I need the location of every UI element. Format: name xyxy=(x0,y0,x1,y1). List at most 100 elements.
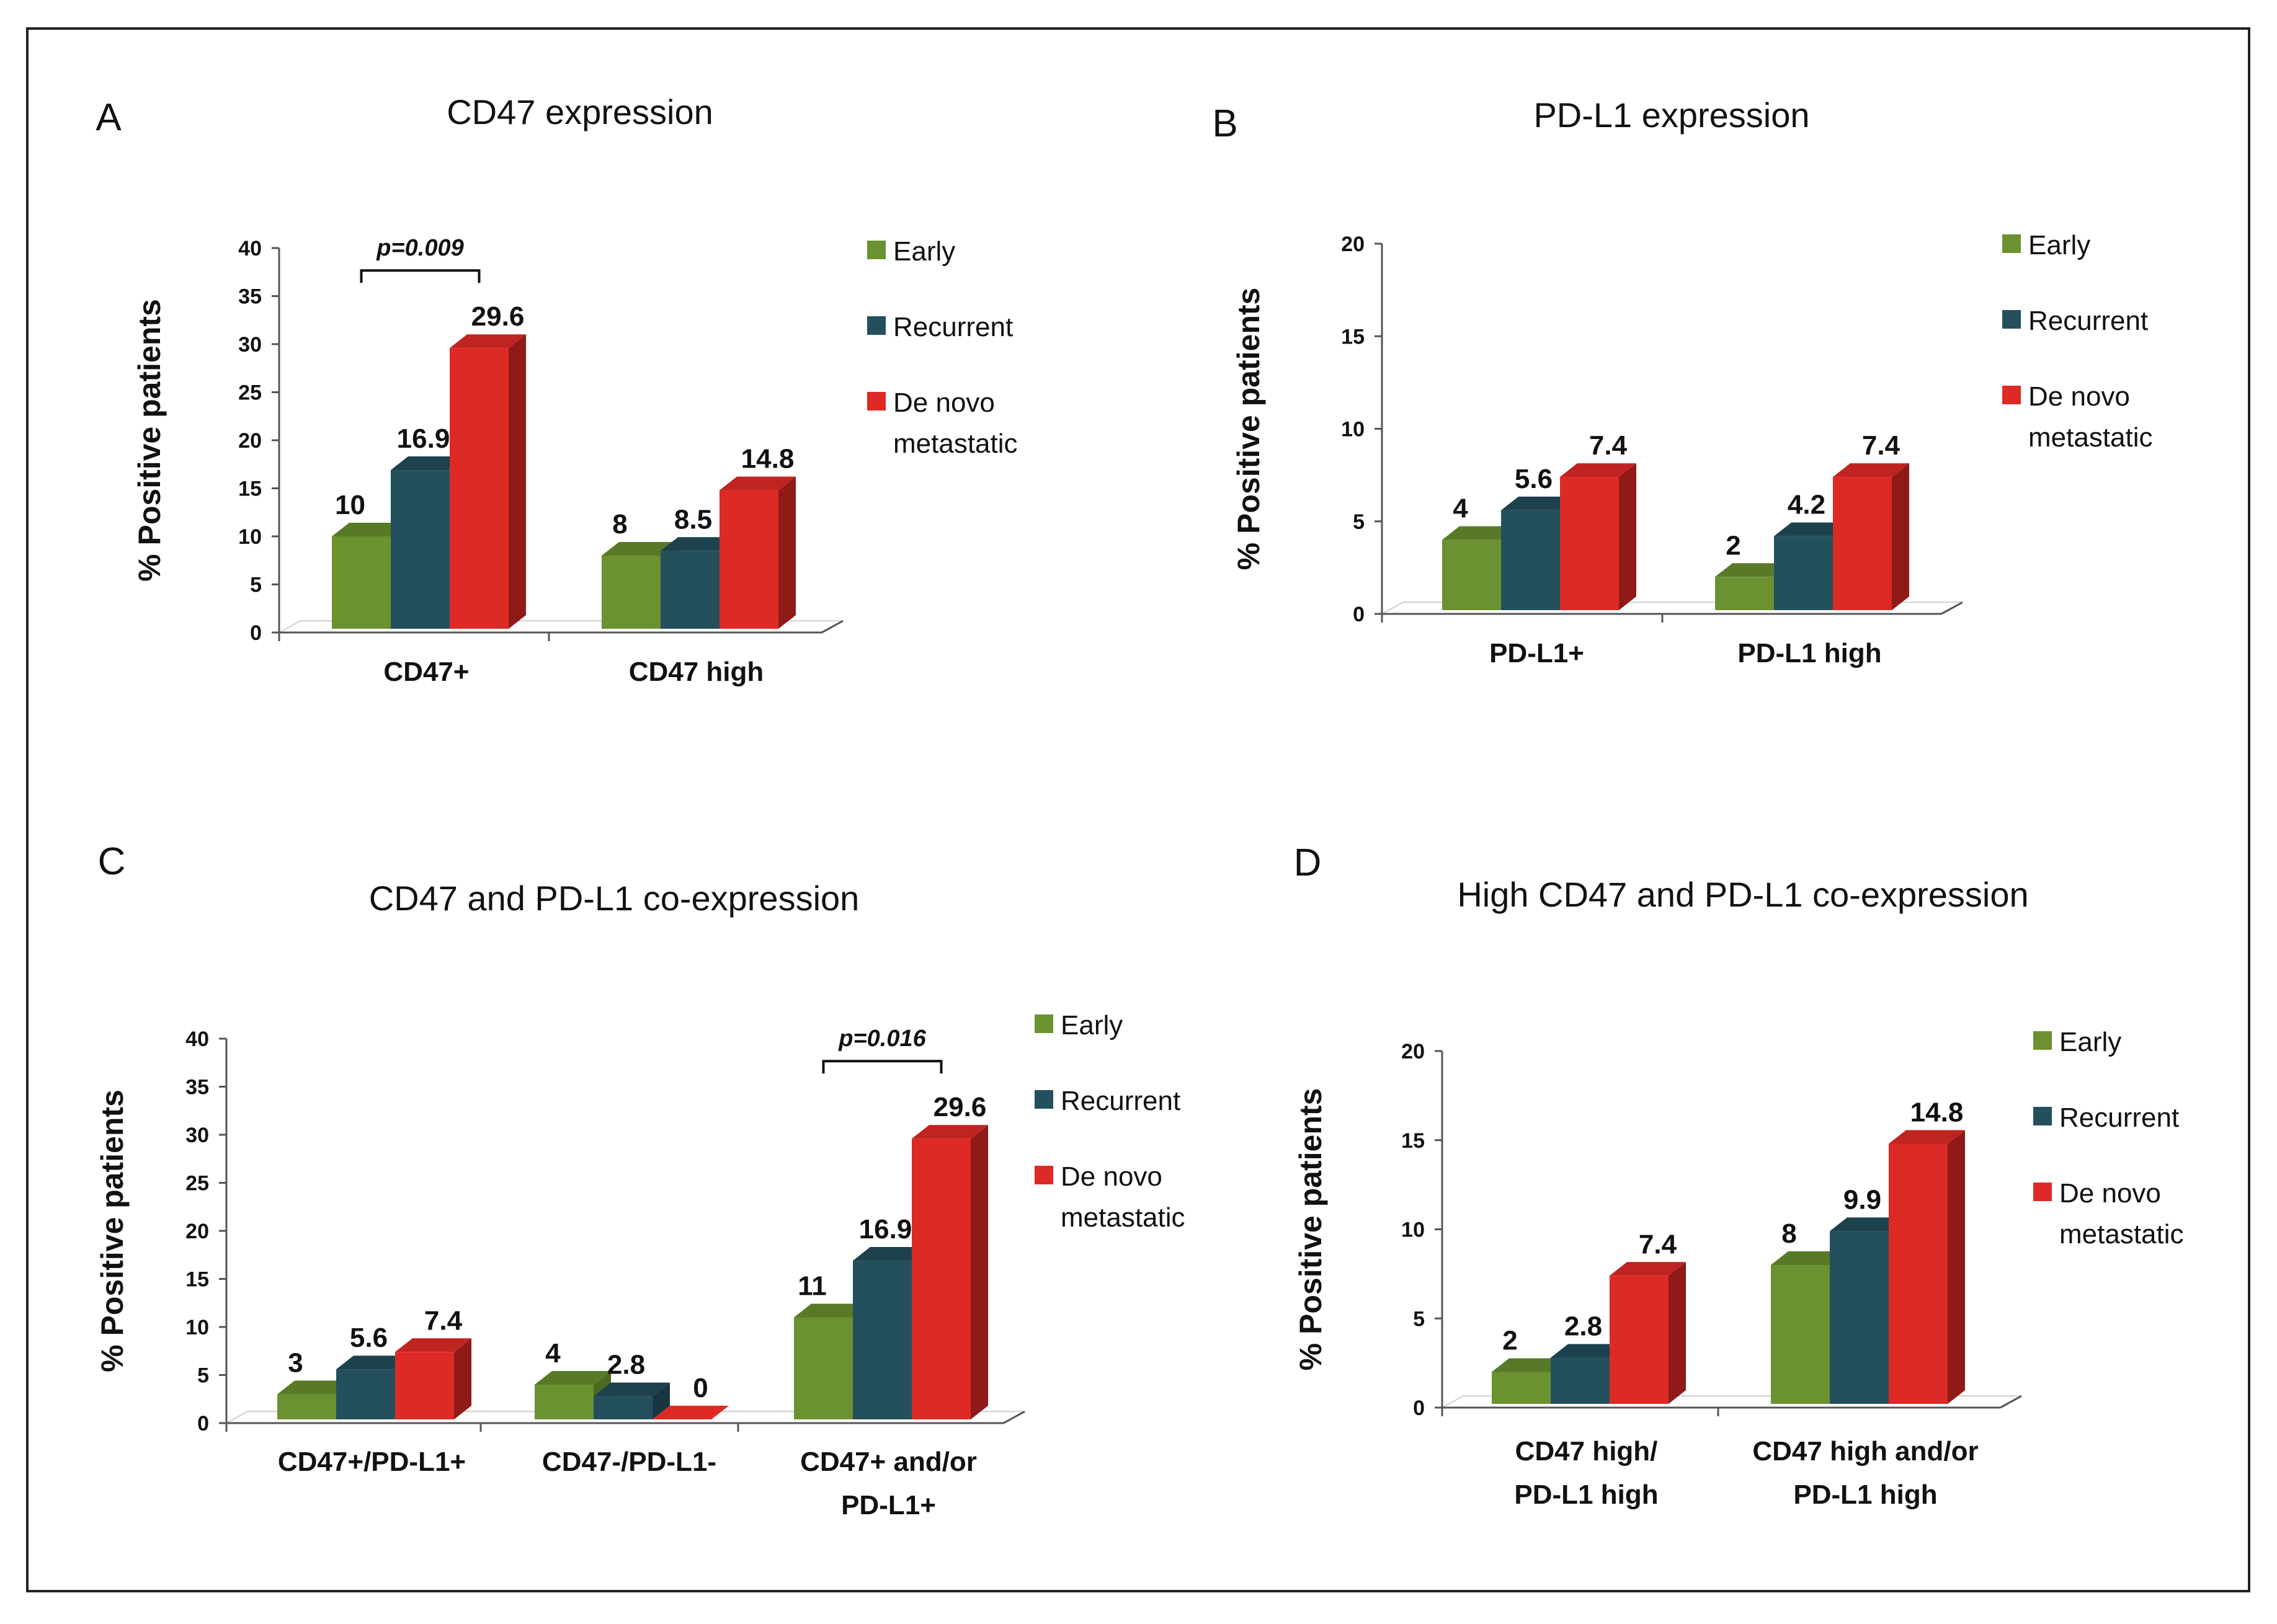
data-label: 2.8 xyxy=(607,1350,645,1380)
bar-top-face xyxy=(1501,496,1577,510)
legend-label: metastatic xyxy=(893,428,1018,459)
y-tick-label: 30 xyxy=(238,333,262,357)
data-label: 16.9 xyxy=(397,424,450,454)
y-tick-label: 35 xyxy=(185,1076,209,1099)
bar-side-face xyxy=(778,476,796,629)
legend-swatch-de-novo-metastatic xyxy=(867,392,886,410)
bar-top-face xyxy=(720,476,796,490)
bar-top-face xyxy=(336,1356,412,1370)
y-tick-label: 20 xyxy=(238,429,262,453)
legend-swatch-early xyxy=(2033,1031,2052,1050)
bar-front-face xyxy=(1501,510,1560,610)
legend: Early Recurrent De novo metastatic xyxy=(2002,230,2153,453)
y-tick-label: 0 xyxy=(1353,603,1365,626)
legend-label: metastatic xyxy=(2028,422,2153,453)
bar-front-face xyxy=(1774,536,1833,610)
category-label: PD-L1 high xyxy=(1514,1480,1658,1510)
bar-front-face xyxy=(1715,577,1774,610)
y-tick-label: 40 xyxy=(238,237,262,260)
legend-swatch-de-novo-metastatic xyxy=(2002,386,2021,404)
bar-top-face xyxy=(1492,1358,1568,1372)
y-tick-label: 20 xyxy=(1401,1040,1425,1063)
bar-top-face xyxy=(450,334,526,348)
y-tick-label: 25 xyxy=(185,1172,209,1196)
bar-front-face xyxy=(332,536,391,629)
bar-top-face xyxy=(602,542,678,556)
data-label: 2 xyxy=(1726,530,1740,561)
panel-d: D High CD47 and PD-L1 co-expression % Posi… xyxy=(1293,841,2184,1510)
data-label: 14.8 xyxy=(1910,1098,1964,1128)
data-label: 10 xyxy=(335,490,365,520)
category-label: PD-L1 high xyxy=(1737,638,1881,668)
legend-swatch-early xyxy=(2002,234,2021,253)
data-label: 7.4 xyxy=(1639,1229,1677,1259)
y-tick-label: 0 xyxy=(1413,1396,1425,1420)
p-value-label: p=0.016 xyxy=(838,1026,926,1052)
bar-front-face xyxy=(1551,1357,1610,1404)
bar-top-face xyxy=(395,1338,471,1352)
bar-top-face xyxy=(1771,1251,1847,1265)
legend-swatch-recurrent xyxy=(2002,310,2021,329)
legend: Early Recurrent De novo metastatic xyxy=(867,236,1018,459)
legend-swatch-recurrent xyxy=(2033,1107,2052,1125)
category-label: CD47+ xyxy=(383,657,469,687)
y-tick-label: 20 xyxy=(185,1220,209,1243)
bar-de-novo-metastatic-1 xyxy=(395,1338,471,1419)
bar-front-face xyxy=(1610,1276,1669,1404)
legend-label: Early xyxy=(2028,230,2090,260)
bar-front-face xyxy=(1560,477,1619,610)
panel-letter: C xyxy=(98,840,126,883)
legend-swatch-recurrent xyxy=(867,316,886,335)
bar-front-face xyxy=(1889,1143,1948,1404)
legend-label: Recurrent xyxy=(893,312,1013,342)
y-tick-label: 10 xyxy=(1401,1218,1425,1242)
bar-front-face xyxy=(602,556,661,629)
y-tick-label: 5 xyxy=(197,1364,209,1388)
bar-de-novo-metastatic-2 xyxy=(720,476,796,629)
legend-label: Recurrent xyxy=(1061,1086,1180,1116)
bar-recurrent-2 xyxy=(594,1382,670,1419)
bar-side-face xyxy=(1619,463,1636,610)
y-tick-label: 15 xyxy=(185,1268,209,1292)
category-label: PD-L1+ xyxy=(841,1490,936,1520)
significance-bracket xyxy=(822,1060,943,1074)
bar-front-face xyxy=(912,1138,971,1419)
bar-de-novo-metastatic-2 xyxy=(1833,463,1909,610)
bar-front-face xyxy=(720,490,778,629)
bar-side-face xyxy=(1669,1262,1686,1404)
legend-label: De novo xyxy=(1061,1161,1162,1192)
data-label: 7.4 xyxy=(1862,430,1900,461)
bar-top-face xyxy=(912,1125,988,1139)
panel-letter: A xyxy=(96,96,122,139)
bar-front-face xyxy=(1830,1231,1889,1404)
category-label: CD47+/PD-L1+ xyxy=(278,1447,466,1477)
panel-b: B PD-L1 expression % Positive patients 0 5 10… xyxy=(1212,95,2152,668)
bar-side-face xyxy=(971,1125,988,1419)
category-label: CD47 high/ xyxy=(1515,1436,1658,1466)
bar-front-face xyxy=(1833,477,1892,610)
chart-title: CD47 expression xyxy=(447,92,713,131)
y-tick-label: 5 xyxy=(1413,1307,1425,1331)
bar-side-face xyxy=(1892,463,1909,610)
chart-title: CD47 and PD-L1 co-expression xyxy=(369,879,860,918)
y-tick-label: 30 xyxy=(185,1124,209,1147)
bar-early-1 xyxy=(332,523,408,629)
bar-zero-face xyxy=(653,1406,729,1419)
data-label: 14.8 xyxy=(741,444,795,474)
bar-front-face xyxy=(1442,539,1501,610)
y-tick-label: 10 xyxy=(238,525,262,549)
bar-top-face xyxy=(277,1380,354,1395)
bar-top-face xyxy=(1833,463,1909,477)
legend: Early Recurrent De novo metastatic xyxy=(1035,1010,1185,1233)
y-tick-label: 25 xyxy=(238,381,262,405)
panel-letter: D xyxy=(1294,841,1322,884)
data-label: 8 xyxy=(612,509,627,539)
x-axis-end xyxy=(1941,601,1963,615)
bar-front-face xyxy=(336,1369,395,1419)
bar-top-face xyxy=(1830,1217,1906,1231)
data-label: 11 xyxy=(798,1271,827,1302)
y-tick-label: 20 xyxy=(1341,233,1365,256)
legend-swatch-de-novo-metastatic xyxy=(1035,1166,1053,1184)
legend-label: De novo xyxy=(2059,1178,2161,1209)
legend-swatch-recurrent xyxy=(1035,1090,1053,1109)
